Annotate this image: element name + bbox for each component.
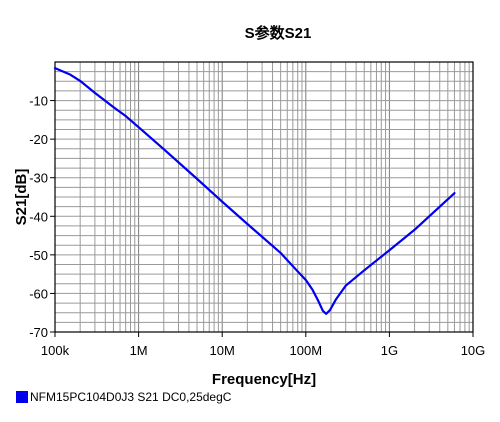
y-tick-label: -40	[29, 209, 48, 224]
x-tick-label: 10G	[461, 343, 486, 358]
legend: NFM15PC104D0J3 S21 DC0,25degC	[16, 390, 232, 404]
y-tick-label: -10	[29, 94, 48, 109]
legend-swatch	[16, 391, 28, 403]
legend-label: NFM15PC104D0J3 S21 DC0,25degC	[30, 390, 232, 404]
grid	[55, 62, 473, 332]
x-tick-label: 100k	[41, 343, 70, 358]
y-tick-label: -30	[29, 171, 48, 186]
series-layer	[53, 67, 456, 315]
x-tick-label: 10M	[210, 343, 235, 358]
y-tick-label: -20	[29, 132, 48, 147]
tick-marks	[50, 100, 474, 337]
series-line	[53, 67, 456, 315]
x-tick-label: 1G	[381, 343, 398, 358]
y-tick-labels: -10 -20 -30 -40 -50 -60 -70	[29, 94, 48, 340]
y-axis-label: S21[dB]	[13, 169, 30, 226]
x-axis-label: Frequency[Hz]	[212, 371, 316, 388]
x-tick-label: 100M	[290, 343, 323, 358]
x-tick-labels: 100k 1M 10M 100M 1G 10G	[41, 343, 485, 358]
y-tick-label: -50	[29, 248, 48, 263]
plot-frame	[54, 61, 474, 333]
chart-title: S参数S21	[245, 24, 312, 42]
x-tick-label: 1M	[130, 343, 148, 358]
y-tick-label: -60	[29, 286, 48, 301]
y-tick-label: -70	[29, 325, 48, 340]
